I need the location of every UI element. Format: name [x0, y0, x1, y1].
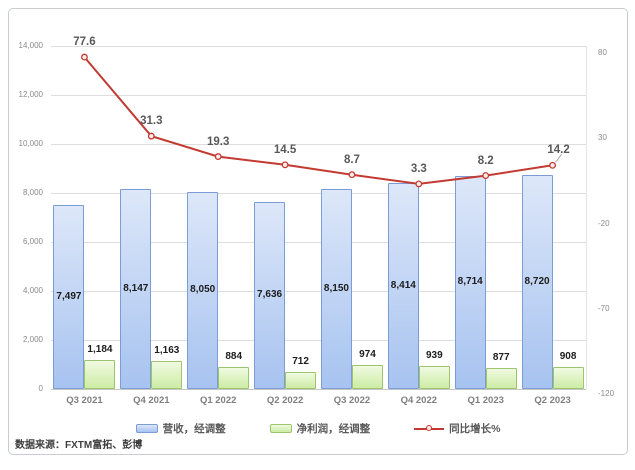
- bar-value-label: 1,184: [87, 343, 113, 355]
- category-label: Q3 2022: [333, 395, 371, 406]
- bar-value-label: 712: [292, 355, 309, 367]
- bar-value-label: 8,147: [123, 283, 149, 295]
- legend-label: 营收，经调整: [162, 423, 226, 435]
- bar-revenue: [187, 191, 219, 389]
- bar-revenue: [320, 189, 352, 389]
- category-label: Q1 2023: [467, 395, 504, 406]
- primary-axis-tick-label: 0: [38, 384, 43, 393]
- category-label: Q4 2021: [133, 395, 170, 406]
- bar-net-profit: [552, 366, 584, 389]
- line-value-label: 8.7: [343, 153, 360, 166]
- bar-value-label: 908: [559, 350, 577, 362]
- category-label: Q4 2022: [400, 395, 438, 406]
- bar-net-profit: [151, 360, 183, 389]
- gridline: [51, 242, 586, 243]
- bar-value-label: 1,163: [154, 344, 180, 356]
- secondary-axis-tick-label: -20: [598, 218, 610, 228]
- bar-value-label: 884: [225, 351, 243, 363]
- gridline: [51, 95, 586, 96]
- bar-value-label: 877: [492, 351, 510, 363]
- bar-revenue: [120, 189, 152, 389]
- legend-swatch-bar: [269, 424, 292, 433]
- bar-value-label: 7,636: [257, 289, 283, 301]
- legend-swatch-line: [414, 424, 445, 433]
- line-value-label: 14.5: [273, 143, 297, 156]
- line-marker: [281, 161, 289, 169]
- primary-axis-tick-label: 8,000: [22, 188, 43, 197]
- primary-axis-tick-label: 6,000: [22, 237, 43, 246]
- line-value-label: 3.3: [410, 162, 427, 175]
- bar-value-label: 8,720: [524, 276, 550, 288]
- primary-axis-tick-label: 4,000: [22, 286, 43, 295]
- gridline: [51, 46, 586, 47]
- plot-area: 7,497 8,147 8,050 7,636 8,150 8,414 8,714 8,720…: [51, 36, 587, 390]
- bar-revenue: [254, 201, 286, 389]
- bar-net-profit: [285, 371, 317, 389]
- category-label: Q2 2022: [266, 395, 304, 406]
- legend-item: 同比增长%: [414, 421, 500, 436]
- legend-item: 净利润，经调整: [269, 421, 371, 436]
- line-value-label: 8.2: [477, 154, 494, 167]
- secondary-axis-tick-label: -120: [598, 389, 615, 399]
- bar-value-label: 8,050: [190, 284, 216, 296]
- gridline: [51, 389, 586, 390]
- legend: 营收，经调整 净利润，经调整 同比增长%: [9, 421, 627, 436]
- gridline: [51, 340, 586, 341]
- line-value-label: 77.6: [73, 36, 96, 49]
- line-marker: [348, 171, 356, 179]
- legend-label: 同比增长%: [449, 423, 501, 435]
- line-marker: [214, 153, 222, 161]
- primary-axis-tick-label: 14,000: [18, 41, 43, 50]
- bar-revenue: [521, 175, 553, 389]
- legend-swatch-bar: [135, 424, 158, 433]
- chart-frame: 7,497 8,147 8,050 7,636 8,150 8,414 8,714 8,720…: [8, 8, 628, 455]
- bar-value-label: 8,714: [457, 276, 483, 288]
- primary-axis-tick-label: 2,000: [22, 335, 43, 344]
- bar-net-profit: [418, 365, 450, 389]
- legend-line-marker: [426, 425, 433, 431]
- primary-axis-ticks: 14,000 12,000 10,000 8,000 6,000 4,000 2,000 0: [11, 41, 43, 399]
- secondary-axis-tick-label: 30: [598, 133, 607, 143]
- category-label: Q3 2021: [66, 395, 103, 406]
- category-label: Q1 2022: [199, 395, 237, 406]
- bar-value-label: 8,150: [323, 283, 349, 295]
- line-marker: [147, 132, 155, 140]
- bar-net-profit: [84, 359, 116, 389]
- line-value-label: 14.2: [547, 144, 570, 157]
- line-value-label: 19.3: [206, 135, 230, 148]
- line-value-label: 31.3: [140, 115, 163, 128]
- secondary-axis-ticks: 80 30 -20 -70 -120: [598, 46, 626, 406]
- bar-revenue: [53, 205, 85, 389]
- category-label: Q2 2023: [534, 395, 571, 406]
- bar-revenue: [387, 182, 419, 389]
- bar-net-profit: [485, 367, 517, 389]
- line-marker: [80, 53, 88, 61]
- legend-label: 净利润，经调整: [296, 423, 371, 435]
- bar-net-profit: [218, 367, 250, 389]
- bar-value-label: 939: [425, 349, 443, 361]
- bar-value-label: 7,497: [56, 291, 82, 303]
- line-marker: [549, 161, 557, 169]
- primary-axis-tick-label: 12,000: [18, 90, 43, 99]
- category-axis: Q3 2021 Q4 2021 Q1 2022 Q2 2022 Q3 2022 Q4 20…: [51, 395, 586, 409]
- gridline: [51, 144, 586, 145]
- bar-net-profit: [351, 365, 383, 389]
- legend-item: 营收，经调整: [135, 421, 226, 436]
- secondary-axis-tick-label: -70: [598, 304, 610, 314]
- bar-value-label: 974: [359, 349, 376, 361]
- primary-axis-tick-label: 10,000: [18, 139, 43, 148]
- bar-value-label: 8,414: [390, 279, 416, 291]
- source-note: 数据来源：FXTM富拓、彭博: [15, 440, 143, 451]
- secondary-axis-tick-label: 80: [598, 48, 607, 57]
- gridline: [51, 291, 586, 292]
- gridline: [51, 193, 586, 194]
